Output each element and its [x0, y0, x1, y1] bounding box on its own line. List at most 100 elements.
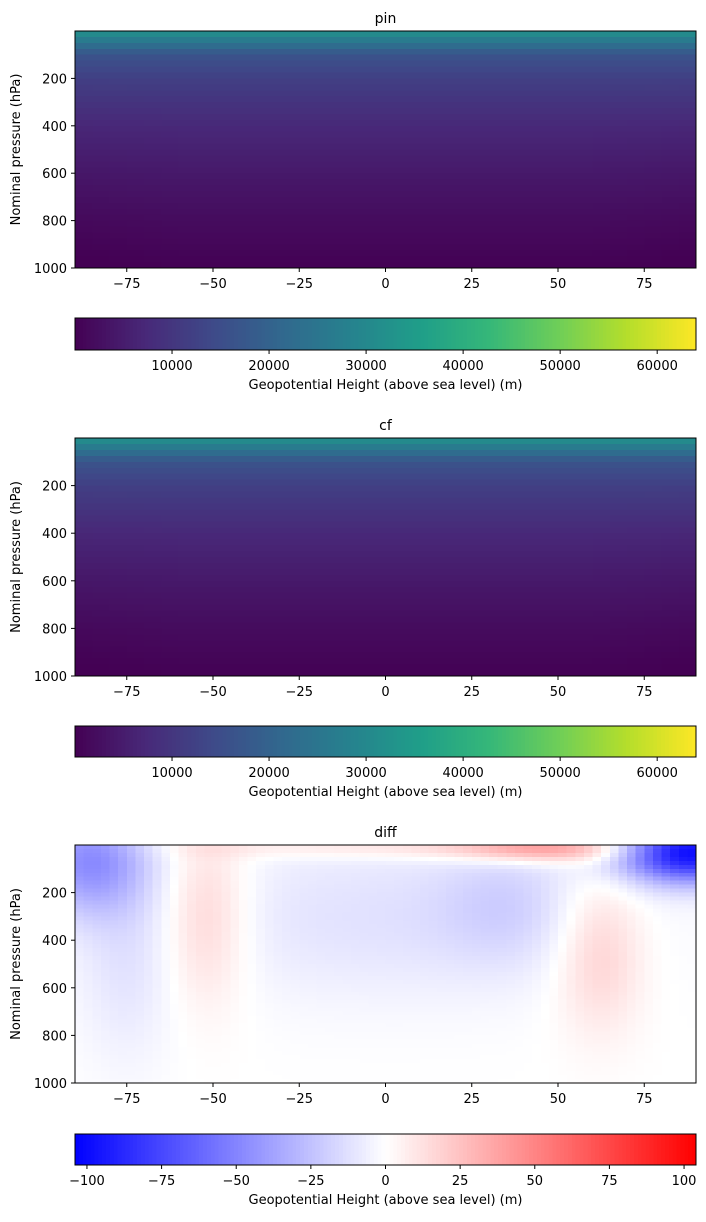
heatmap-cell [325, 857, 334, 862]
heatmap-cell [541, 920, 550, 925]
heatmap-cell [179, 897, 188, 902]
heatmap-cell [153, 897, 162, 902]
heatmap-cell [273, 869, 282, 874]
heatmap-cell [610, 617, 628, 624]
heatmap-cell [679, 515, 697, 522]
heatmap-cell [248, 209, 266, 216]
heatmap-cell [334, 250, 352, 257]
heatmap-cell [541, 114, 559, 121]
heatmap-cell [420, 43, 438, 50]
heatmap-cell [593, 84, 611, 91]
heatmap-cell [429, 881, 438, 886]
heatmap-cell [403, 865, 412, 870]
heatmap-cell [653, 889, 662, 894]
colorbar-cell [370, 726, 374, 757]
heatmap-cell [179, 78, 197, 85]
heatmap-cell [472, 869, 481, 874]
heatmap-cell [506, 191, 524, 198]
heatmap-cell [75, 120, 93, 127]
heatmap-cell [334, 179, 352, 186]
heatmap-cell [498, 861, 507, 866]
heatmap-cell [644, 664, 662, 671]
heatmap-cell [282, 84, 300, 91]
colorbar-cell [250, 318, 254, 350]
heatmap-cell [265, 885, 274, 890]
heatmap-cell [627, 527, 645, 534]
heatmap-cell [299, 244, 317, 251]
heatmap-cell [670, 924, 679, 929]
heatmap-cell [368, 78, 386, 85]
heatmap-cell [213, 611, 231, 618]
heatmap-cell [265, 611, 283, 618]
heatmap-cell [472, 462, 490, 469]
heatmap-cell [489, 605, 507, 612]
colorbar-cell [630, 318, 634, 350]
heatmap-cell [213, 853, 222, 858]
heatmap-cell [386, 664, 404, 671]
heatmap-cell [437, 533, 455, 540]
heatmap-cell [489, 227, 507, 234]
colorbar-cell [393, 726, 397, 757]
heatmap-cell [110, 658, 128, 665]
heatmap-cell [248, 634, 266, 641]
heatmap-cell [455, 120, 473, 127]
heatmap-cell [420, 72, 438, 79]
heatmap-cell [420, 877, 429, 882]
heatmap-cell [679, 893, 688, 898]
heatmap-cell [161, 869, 170, 874]
colorbar-cell [238, 318, 242, 350]
heatmap-cell [196, 581, 214, 588]
heatmap-cell [248, 617, 266, 624]
heatmap-cell [601, 873, 610, 878]
heatmap-cell [506, 49, 524, 56]
heatmap-cell [524, 920, 533, 925]
heatmap-cell [489, 563, 507, 570]
heatmap-cell [489, 72, 507, 79]
heatmap-cell [455, 450, 473, 457]
heatmap-cell [420, 628, 438, 635]
heatmap-cell [679, 155, 697, 162]
colorbar-cell [564, 726, 568, 757]
heatmap-cell [386, 869, 395, 874]
heatmap-cell [135, 857, 144, 862]
heatmap-cell [593, 634, 611, 641]
colorbar-cell [335, 318, 339, 350]
heatmap-cell [75, 61, 93, 68]
heatmap-cell [403, 551, 421, 558]
heatmap-cell [386, 31, 404, 38]
colorbar-cell [285, 318, 289, 350]
heatmap-cell [429, 845, 438, 850]
heatmap-cell [282, 462, 300, 469]
heatmap-cell [248, 912, 257, 917]
colorbar-cell [389, 726, 393, 757]
heatmap-cell [558, 450, 576, 457]
heatmap-cell [403, 885, 412, 890]
heatmap-cell [230, 605, 248, 612]
heatmap-cell [92, 617, 110, 624]
heatmap-cell [282, 905, 291, 910]
heatmap-cell [368, 232, 386, 239]
heatmap-cell [299, 658, 317, 665]
heatmap-cell [282, 90, 300, 97]
heatmap-cell [230, 120, 248, 127]
heatmap-cell [489, 885, 498, 890]
heatmap-cell [179, 191, 197, 198]
heatmap-cell [222, 916, 231, 921]
heatmap-cell [386, 179, 404, 186]
heatmap-cell [541, 167, 559, 174]
heatmap-cell [403, 232, 421, 239]
colorbar-cell [475, 726, 479, 757]
heatmap-cell [437, 492, 455, 499]
heatmap-cell [299, 227, 317, 234]
colorbar-cell [467, 318, 471, 350]
heatmap-cell [472, 84, 490, 91]
heatmap-cell [644, 49, 662, 56]
heatmap-cell [282, 605, 300, 612]
heatmap-cell [644, 197, 662, 204]
heatmap-cell [239, 912, 248, 917]
heatmap-cell [558, 515, 576, 522]
heatmap-cell [84, 897, 93, 902]
heatmap-cell [506, 575, 524, 582]
heatmap-cell [265, 605, 283, 612]
heatmap-cell [351, 652, 369, 659]
